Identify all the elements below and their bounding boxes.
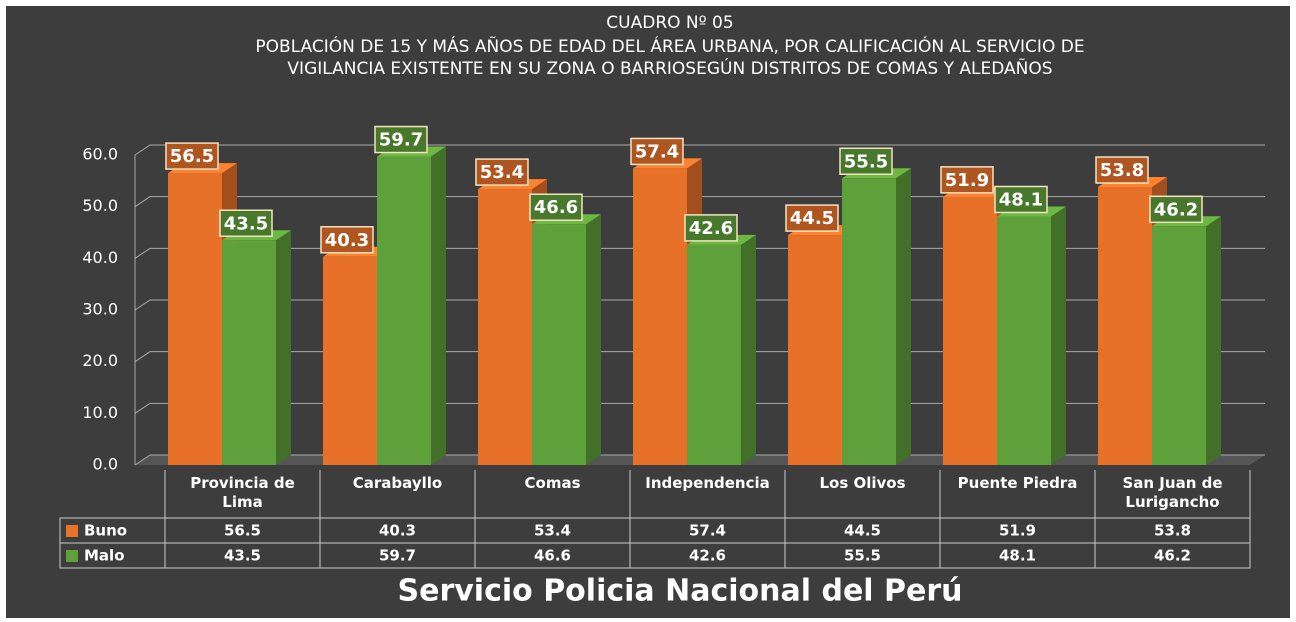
table-value: 56.5	[224, 522, 261, 540]
y-tick-label: 40.0	[82, 248, 118, 267]
x-tick-label: Provincia de Lima	[190, 474, 295, 511]
bar-side	[896, 168, 911, 465]
x-tick-label: Comas	[524, 474, 581, 492]
data-label-box	[529, 193, 583, 221]
data-label: 43.5	[224, 213, 268, 234]
data-label-box	[785, 204, 839, 232]
table-value: 51.9	[999, 522, 1036, 540]
chart-title: CUADRO Nº 05	[606, 13, 734, 33]
chart-subtitle: POBLACIÓN DE 15 Y MÁS AÑOS DE EDAD DEL Á…	[255, 37, 1085, 79]
x-tick-label: San Juan de Lurigancho	[1122, 474, 1223, 511]
data-label-box	[165, 142, 219, 170]
table-value: 44.5	[844, 522, 881, 540]
x-tick-label: Puente Piedra	[957, 474, 1078, 492]
table-value: 59.7	[379, 547, 416, 565]
data-label: 51.9	[945, 170, 989, 191]
data-label-box	[475, 158, 529, 186]
bar-side	[276, 230, 291, 465]
bar-side	[1051, 206, 1066, 465]
bar	[1152, 226, 1206, 465]
data-label-box	[1149, 195, 1203, 224]
y-tick-label: 50.0	[82, 196, 118, 215]
bar	[633, 168, 687, 465]
data-label: 40.3	[325, 230, 369, 251]
y-tick-label: 20.0	[82, 351, 118, 370]
data-label: 44.5	[790, 208, 834, 229]
table-value: 57.4	[689, 522, 726, 540]
data-label-box	[940, 166, 994, 194]
bar	[943, 196, 997, 465]
table-value: 42.6	[689, 547, 726, 565]
data-label-box	[219, 209, 273, 237]
y-tick-label: 10.0	[82, 403, 118, 422]
table-value: 53.8	[1154, 522, 1191, 540]
bar	[222, 240, 276, 465]
data-label: 42.6	[689, 218, 733, 239]
bar	[323, 256, 377, 465]
bar-side	[431, 146, 446, 466]
bar-side	[741, 234, 756, 465]
bar	[532, 224, 586, 465]
bar	[997, 216, 1051, 465]
data-label: 59.7	[379, 130, 423, 151]
legend-label: Buno	[84, 522, 127, 540]
table-value: 43.5	[224, 547, 261, 565]
x-axis-title: Servicio Policia Nacional del Perú	[397, 574, 962, 609]
data-label-box	[320, 226, 374, 254]
bar-side	[586, 214, 601, 465]
bar	[168, 173, 222, 466]
bar	[1098, 187, 1152, 466]
bar-side	[1206, 216, 1221, 465]
x-tick-label: Independencia	[645, 474, 770, 492]
data-label-box	[994, 185, 1048, 214]
bar	[377, 156, 431, 466]
bar	[842, 178, 896, 465]
legend-label: Malo	[84, 547, 125, 565]
bar	[687, 244, 741, 465]
y-tick-label: 60.0	[82, 145, 118, 164]
x-tick-label: Los Olivos	[819, 474, 906, 492]
data-label: 48.1	[999, 189, 1043, 210]
data-label: 57.4	[635, 141, 679, 162]
data-label: 46.2	[1154, 199, 1198, 220]
y-tick-label: 30.0	[82, 300, 118, 319]
data-label: 46.6	[534, 197, 578, 218]
y-tick-label: 0.0	[93, 455, 118, 474]
data-label-box	[630, 137, 684, 166]
grid-line	[134, 144, 1265, 156]
table-value: 53.4	[534, 522, 571, 540]
legend-swatch	[66, 550, 78, 562]
data-label: 55.5	[844, 151, 888, 172]
data-label: 53.4	[480, 162, 524, 183]
table-value: 55.5	[844, 547, 881, 565]
bar	[478, 189, 532, 465]
data-label-box	[684, 214, 738, 242]
bar	[788, 235, 842, 465]
table-value: 48.1	[999, 547, 1036, 565]
data-label-box	[1095, 156, 1149, 184]
legend-swatch	[66, 525, 78, 537]
data-label-box	[374, 125, 428, 154]
table-value: 40.3	[379, 522, 416, 540]
data-label: 53.8	[1100, 160, 1144, 181]
x-tick-label: Carabayllo	[352, 474, 443, 492]
data-label: 56.5	[170, 146, 214, 167]
data-label-box	[839, 147, 893, 175]
table-value: 46.2	[1154, 547, 1191, 565]
table-value: 46.6	[534, 547, 571, 565]
